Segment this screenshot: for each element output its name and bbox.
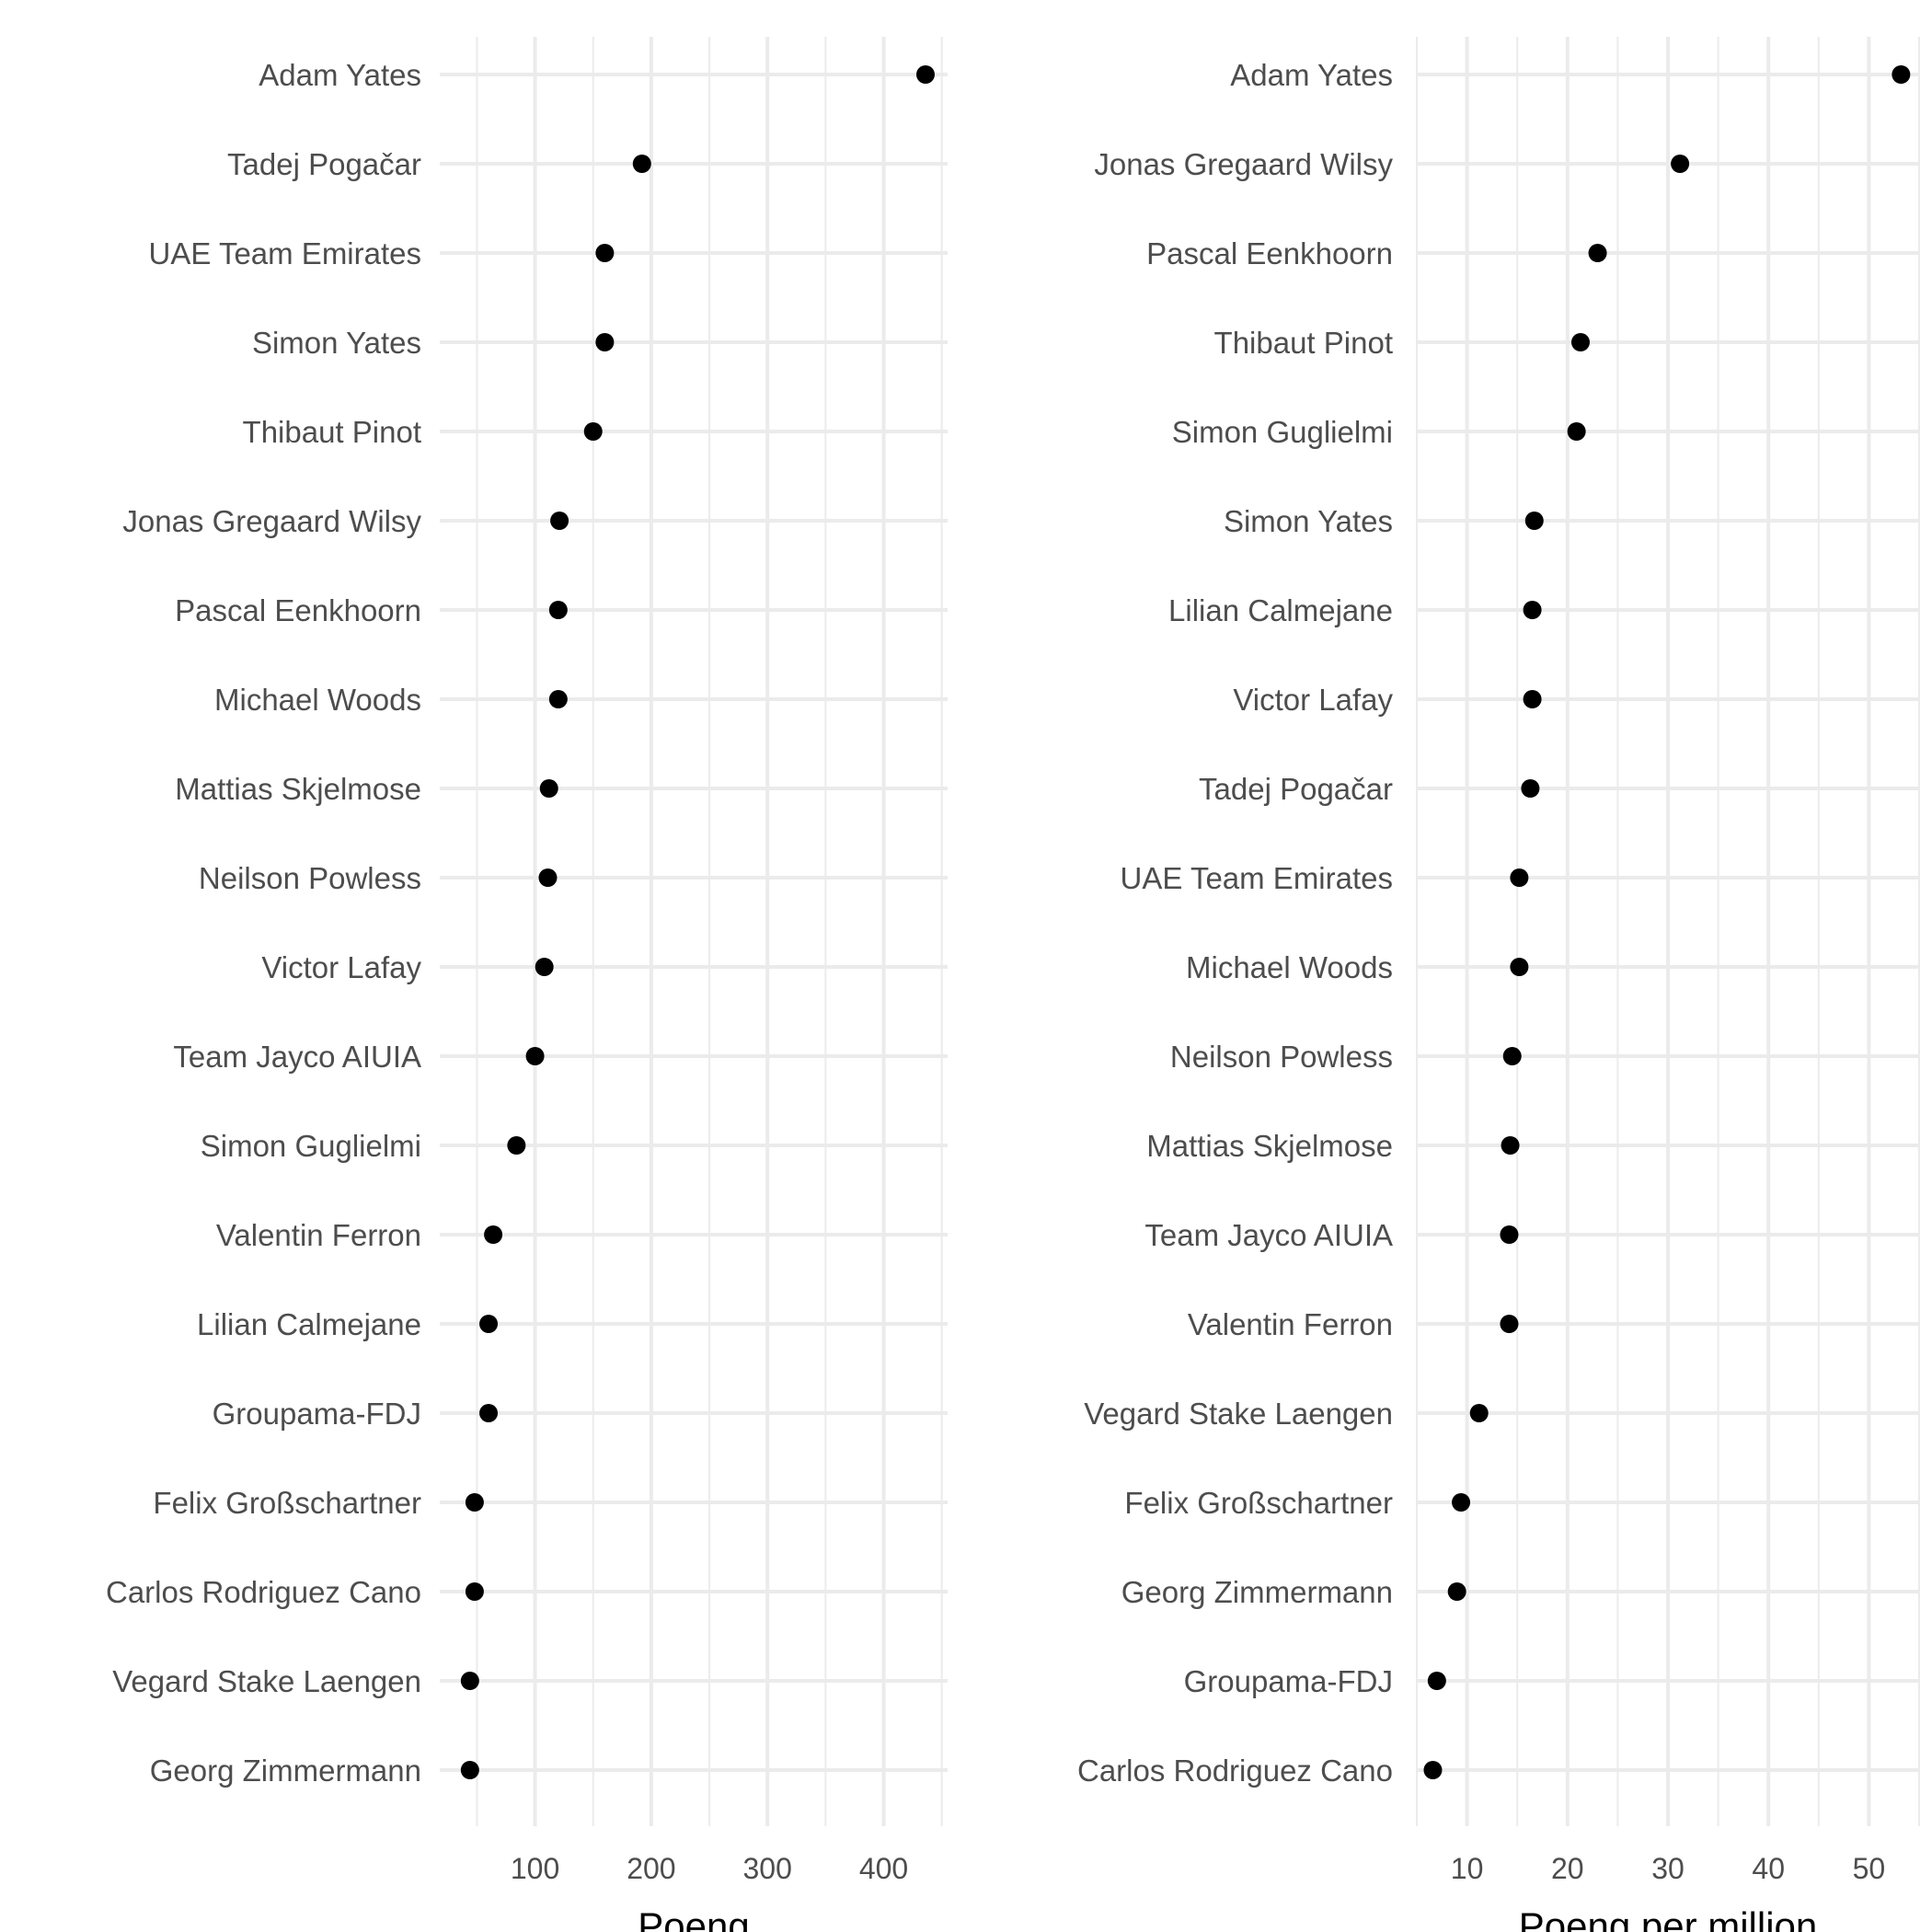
category-label: Simon Yates — [1224, 504, 1393, 538]
category-label: Adam Yates — [259, 58, 421, 92]
data-point — [583, 422, 603, 441]
category-label: UAE Team Emirates — [149, 236, 421, 270]
data-point — [548, 601, 568, 619]
data-point — [535, 958, 554, 976]
data-point — [595, 244, 615, 262]
category-label: Groupama-FDJ — [1184, 1664, 1393, 1698]
x-tick-label: 10 — [1451, 1852, 1484, 1885]
data-point — [1523, 601, 1542, 619]
category-label: Simon Guglielmi — [1172, 415, 1393, 449]
data-point — [465, 1493, 484, 1512]
category-label: Victor Lafay — [1233, 683, 1393, 717]
data-point — [1567, 422, 1586, 441]
category-label: Mattias Skjelmose — [1146, 1129, 1393, 1163]
category-label: Jonas Gregaard Wilsy — [1094, 147, 1393, 181]
category-label: Lilian Calmejane — [197, 1307, 421, 1341]
category-label: Carlos Rodriguez Cano — [106, 1575, 421, 1609]
category-label: Team Jayco AIUIA — [1144, 1218, 1393, 1252]
data-point — [539, 779, 558, 798]
data-point — [460, 1672, 479, 1690]
category-label: Valentin Ferron — [216, 1218, 421, 1252]
data-point — [1427, 1672, 1446, 1690]
x-axis-title: Poeng per million — [1519, 1904, 1818, 1932]
data-point — [1510, 958, 1529, 976]
data-point — [1452, 1493, 1471, 1512]
x-tick-label: 50 — [1853, 1852, 1886, 1885]
category-label: Georg Zimmermann — [150, 1754, 421, 1788]
data-point — [1588, 244, 1607, 262]
x-tick-label: 100 — [511, 1852, 559, 1885]
category-label: Carlos Rodriguez Cano — [1077, 1754, 1393, 1788]
x-tick-label: 200 — [627, 1852, 675, 1885]
data-point — [1469, 1404, 1489, 1422]
data-point — [479, 1315, 499, 1333]
right-panel-poeng-per-million: Adam Yates Jonas Gregaard Wilsy Pascal Een… — [1077, 37, 1920, 1932]
data-point — [632, 155, 651, 173]
category-label: Team Jayco AIUIA — [173, 1040, 421, 1074]
category-label: Neilson Powless — [1170, 1040, 1393, 1074]
x-axis-title: Poeng — [638, 1904, 749, 1932]
data-point — [1501, 1136, 1520, 1155]
x-tick-label: 300 — [743, 1852, 792, 1885]
category-label: Simon Yates — [252, 326, 421, 360]
category-label: Valentin Ferron — [1188, 1307, 1393, 1341]
category-label: Pascal Eenkhoorn — [1146, 236, 1393, 270]
x-tick-label: 400 — [859, 1852, 908, 1885]
data-point — [1523, 690, 1542, 708]
category-label: Mattias Skjelmose — [175, 772, 421, 806]
category-label: Felix Großschartner — [153, 1486, 421, 1520]
category-label: Thibaut Pinot — [243, 415, 421, 449]
category-label: Michael Woods — [1186, 950, 1393, 984]
left-panel-poeng: Adam Yates Tadej Pogačar UAE Team Emirates… — [106, 37, 948, 1932]
x-tick-label: 20 — [1551, 1852, 1584, 1885]
data-point — [538, 868, 558, 887]
category-label: Felix Großschartner — [1124, 1486, 1393, 1520]
category-label: Simon Guglielmi — [201, 1129, 421, 1163]
data-point — [916, 65, 935, 84]
x-tick-label: 30 — [1651, 1852, 1685, 1885]
category-label: Michael Woods — [214, 683, 421, 717]
category-label: Vegard Stake Laengen — [1084, 1397, 1393, 1431]
data-point — [460, 1761, 479, 1779]
data-point — [484, 1225, 503, 1244]
data-point — [1500, 1315, 1519, 1333]
category-label: Georg Zimmermann — [1121, 1575, 1393, 1609]
category-label: Tadej Pogačar — [1199, 772, 1393, 806]
data-point — [507, 1136, 526, 1155]
data-point — [1447, 1582, 1466, 1601]
data-point — [1423, 1761, 1443, 1779]
data-point — [525, 1047, 545, 1065]
category-label: Adam Yates — [1230, 58, 1393, 92]
category-label: Groupama-FDJ — [213, 1397, 421, 1431]
x-tick-label: 40 — [1752, 1852, 1785, 1885]
category-label: Pascal Eenkhoorn — [175, 593, 421, 627]
data-point — [1524, 512, 1544, 530]
category-label: Neilson Powless — [199, 861, 421, 895]
data-point — [1671, 155, 1690, 173]
data-point — [1502, 1047, 1522, 1065]
data-point — [465, 1582, 484, 1601]
data-point — [1570, 333, 1590, 351]
category-label: Vegard Stake Laengen — [112, 1664, 421, 1698]
data-point — [595, 333, 615, 351]
category-label: Tadej Pogačar — [227, 147, 421, 181]
data-point — [1521, 779, 1540, 798]
data-point — [479, 1404, 499, 1422]
category-label: Thibaut Pinot — [1214, 326, 1393, 360]
data-point — [1500, 1225, 1519, 1244]
category-label: UAE Team Emirates — [1121, 861, 1393, 895]
data-point — [548, 690, 568, 708]
data-point — [550, 512, 569, 530]
category-label: Lilian Calmejane — [1168, 593, 1393, 627]
category-label: Victor Lafay — [261, 950, 421, 984]
data-point — [1892, 65, 1911, 84]
category-label: Jonas Gregaard Wilsy — [122, 504, 421, 538]
data-point — [1510, 868, 1529, 887]
